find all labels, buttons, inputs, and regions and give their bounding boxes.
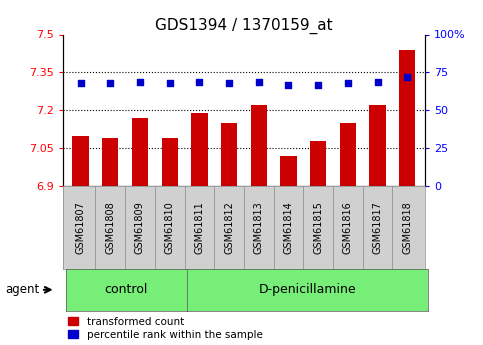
Bar <box>191 113 208 186</box>
Point <box>196 79 203 84</box>
Text: GSM61808: GSM61808 <box>105 201 115 254</box>
Text: GSM61818: GSM61818 <box>402 201 412 254</box>
Text: control: control <box>104 283 148 296</box>
Point <box>77 80 85 86</box>
Point <box>403 74 411 80</box>
Text: GSM61811: GSM61811 <box>194 201 204 254</box>
Point <box>136 79 144 84</box>
Bar <box>310 141 327 186</box>
Text: GSM61814: GSM61814 <box>284 201 294 254</box>
Text: GSM61817: GSM61817 <box>372 201 383 254</box>
Text: GSM61813: GSM61813 <box>254 201 264 254</box>
Bar <box>72 136 89 186</box>
Text: agent: agent <box>5 283 39 296</box>
Point <box>225 80 233 86</box>
Text: GSM61815: GSM61815 <box>313 201 323 254</box>
Point <box>374 79 382 84</box>
Bar <box>251 105 267 186</box>
Legend: transformed count, percentile rank within the sample: transformed count, percentile rank withi… <box>68 317 263 340</box>
Text: GSM61816: GSM61816 <box>343 201 353 254</box>
Text: GSM61812: GSM61812 <box>224 201 234 254</box>
Bar <box>161 138 178 186</box>
Point <box>344 80 352 86</box>
Bar <box>369 105 386 186</box>
Point <box>106 80 114 86</box>
Bar <box>102 138 118 186</box>
Bar <box>399 50 415 186</box>
Bar <box>280 156 297 186</box>
Text: GSM61809: GSM61809 <box>135 201 145 254</box>
Point <box>284 82 292 87</box>
Bar <box>340 123 356 186</box>
Text: GSM61807: GSM61807 <box>76 201 85 254</box>
Point <box>166 80 173 86</box>
Point <box>314 82 322 87</box>
Point <box>255 79 263 84</box>
Bar <box>221 123 237 186</box>
Title: GDS1394 / 1370159_at: GDS1394 / 1370159_at <box>155 18 333 34</box>
Bar <box>132 118 148 186</box>
Text: D-penicillamine: D-penicillamine <box>258 283 356 296</box>
Text: GSM61810: GSM61810 <box>165 201 175 254</box>
